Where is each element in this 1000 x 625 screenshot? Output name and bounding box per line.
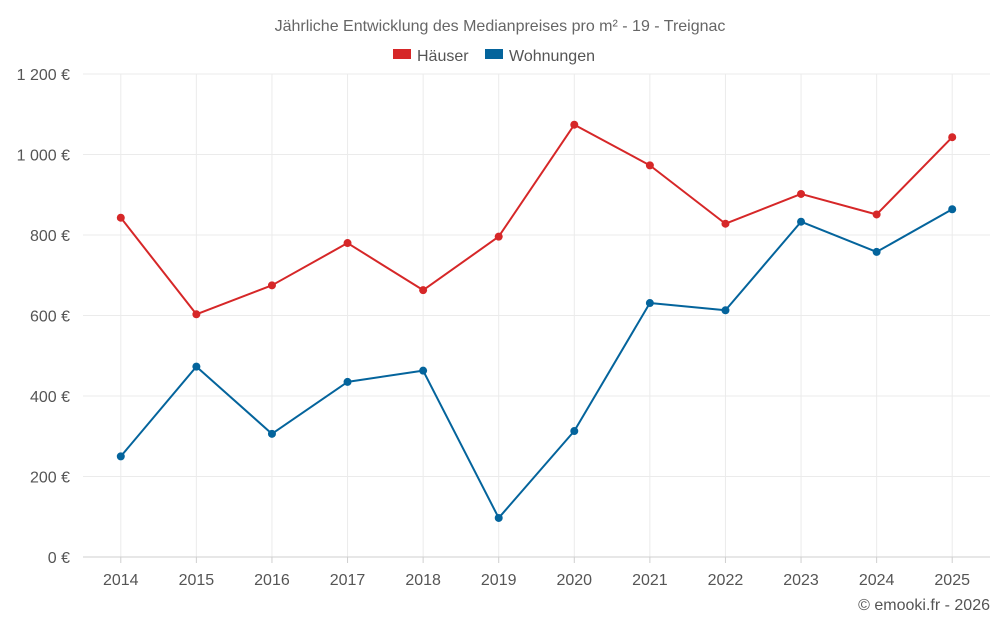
legend: Häuser Wohnungen	[393, 48, 595, 65]
legend-label-haeuser: Häuser	[417, 48, 469, 65]
data-point-wohnungen[interactable]	[267, 429, 276, 438]
data-point-haeuser[interactable]	[797, 189, 806, 198]
x-tick-label: 2024	[859, 572, 895, 589]
y-tick-label: 600 €	[30, 309, 70, 326]
axes: 0 € 200 € 400 € 600 € 800 € 1 000 € 1 200 € 201…	[17, 67, 990, 589]
y-tick-label: 1 200 €	[17, 67, 70, 84]
data-point-wohnungen[interactable]	[570, 427, 579, 436]
grid	[83, 73, 990, 557]
data-point-wohnungen[interactable]	[494, 513, 503, 522]
x-tick-label: 2016	[254, 572, 290, 589]
x-tick-label: 2023	[783, 572, 819, 589]
data-point-haeuser[interactable]	[872, 210, 881, 219]
chart-title: Jährliche Entwicklung des Medianpreises …	[275, 18, 726, 35]
x-tick-label: 2025	[934, 572, 970, 589]
data-point-wohnungen[interactable]	[192, 362, 201, 371]
data-point-haeuser[interactable]	[721, 219, 730, 228]
data-point-haeuser[interactable]	[267, 281, 276, 290]
data-point-wohnungen[interactable]	[116, 452, 125, 461]
x-tick-label: 2022	[708, 572, 744, 589]
x-tick-label: 2019	[481, 572, 517, 589]
legend-swatch-haeuser	[393, 49, 411, 59]
data-point-wohnungen[interactable]	[797, 217, 806, 226]
data-point-haeuser[interactable]	[948, 133, 957, 142]
series-layer	[116, 120, 957, 522]
data-point-haeuser[interactable]	[192, 310, 201, 319]
x-tick-label: 2015	[179, 572, 215, 589]
data-point-wohnungen[interactable]	[948, 205, 957, 214]
x-tick-label: 2021	[632, 572, 668, 589]
data-point-haeuser[interactable]	[419, 286, 428, 295]
data-point-haeuser[interactable]	[343, 239, 352, 248]
data-point-haeuser[interactable]	[645, 161, 654, 170]
x-tick-label: 2018	[405, 572, 441, 589]
data-point-wohnungen[interactable]	[721, 306, 730, 315]
data-point-wohnungen[interactable]	[872, 247, 881, 256]
series-line-wohnungen	[120, 208, 953, 519]
series-line-haeuser	[120, 123, 953, 316]
data-point-haeuser[interactable]	[570, 120, 579, 129]
data-point-wohnungen[interactable]	[419, 366, 428, 375]
legend-label-wohnungen: Wohnungen	[509, 48, 595, 65]
x-tick-label: 2014	[103, 572, 139, 589]
y-tick-label: 0 €	[48, 550, 70, 567]
y-tick-label: 800 €	[30, 228, 70, 245]
credit-text: © emooki.fr - 2026	[858, 597, 990, 614]
x-tick-label: 2017	[330, 572, 366, 589]
legend-swatch-wohnungen	[485, 49, 503, 59]
data-point-wohnungen[interactable]	[343, 377, 352, 386]
data-point-haeuser[interactable]	[116, 213, 125, 222]
y-tick-label: 400 €	[30, 389, 70, 406]
y-tick-label: 1 000 €	[17, 148, 70, 165]
data-point-haeuser[interactable]	[494, 232, 503, 241]
data-point-wohnungen[interactable]	[645, 299, 654, 308]
x-tick-label: 2020	[556, 572, 592, 589]
y-tick-label: 200 €	[30, 470, 70, 487]
